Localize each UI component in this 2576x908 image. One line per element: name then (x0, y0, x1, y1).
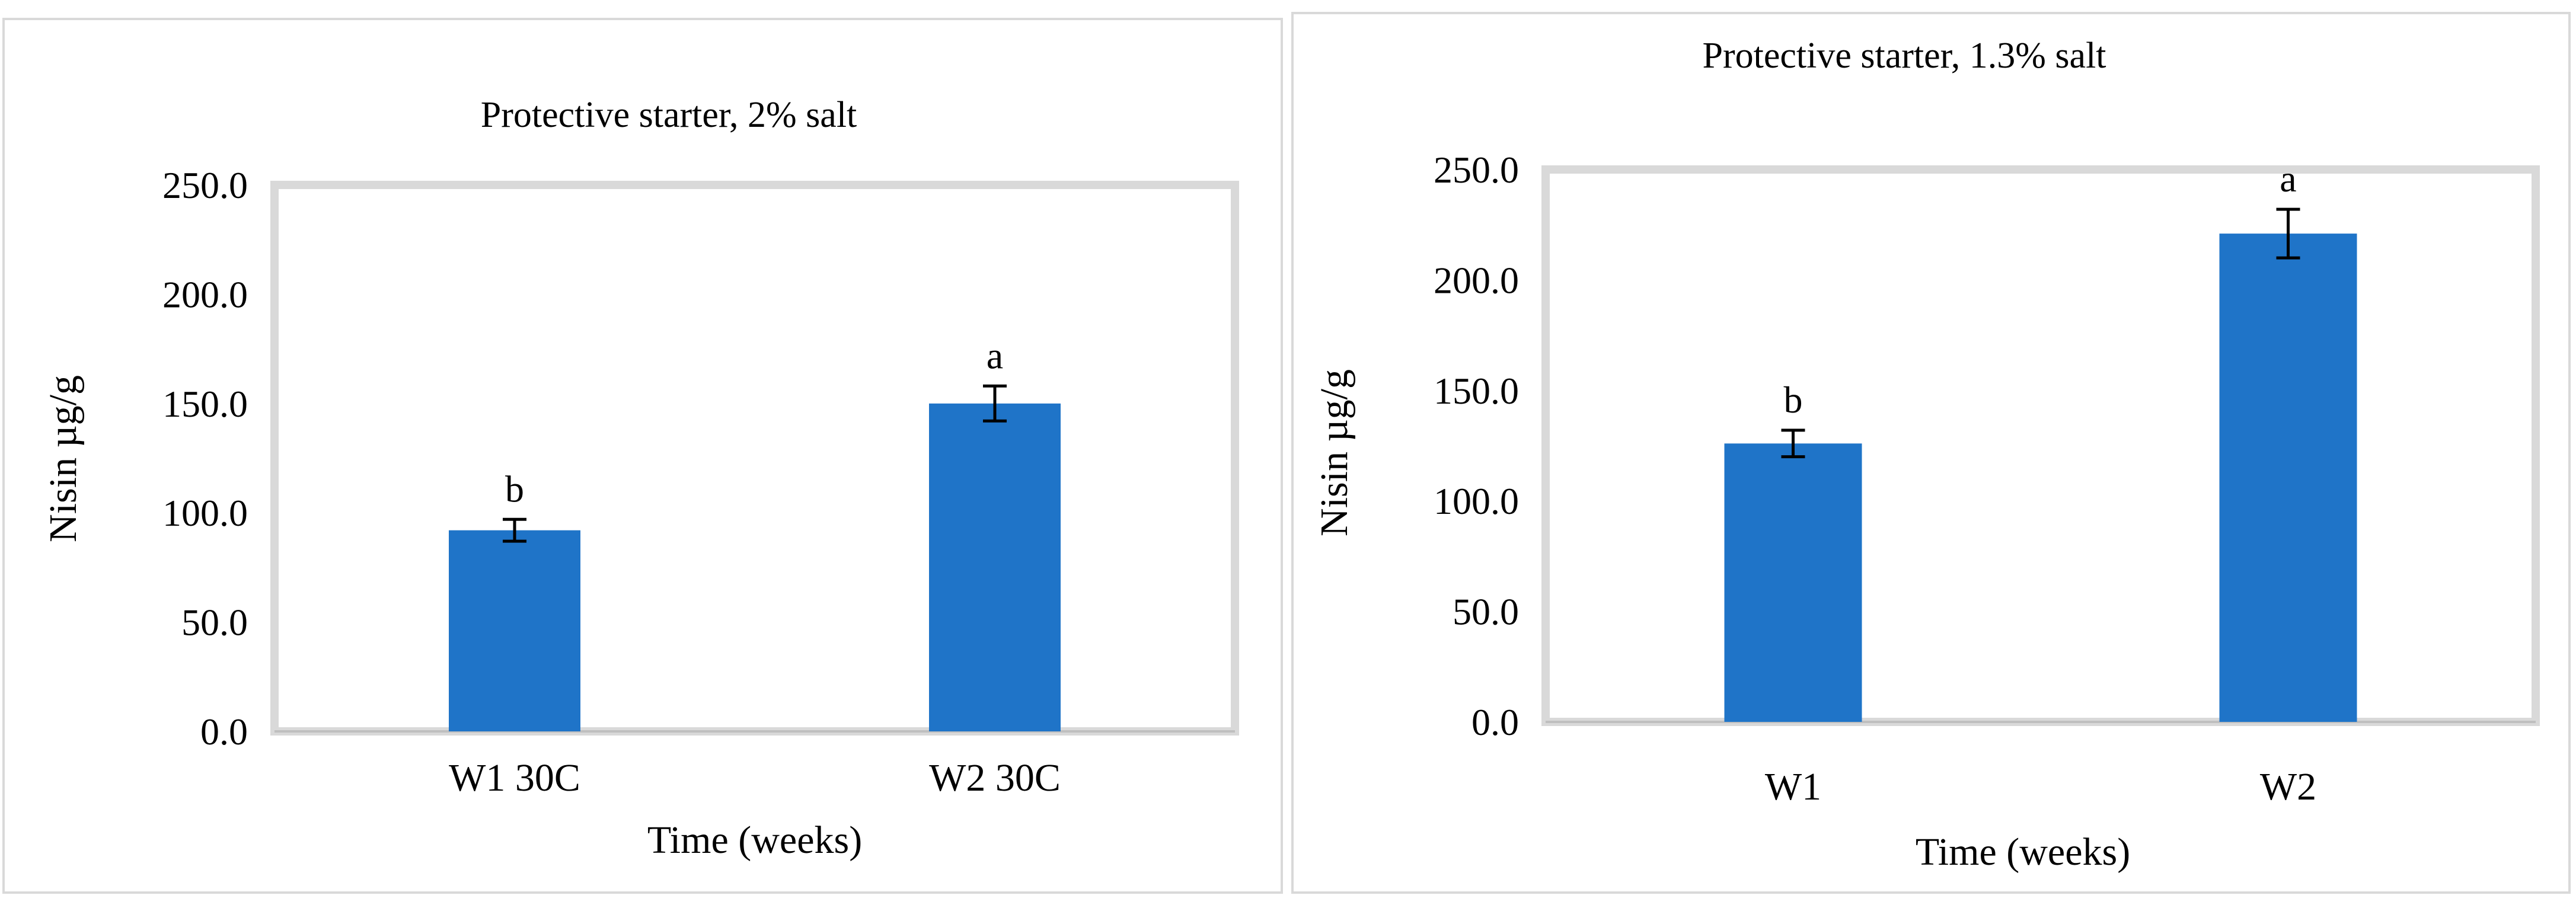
y-tick-label: 50.0 (181, 602, 248, 644)
y-tick-labels: 0.0 50.0 100.0 150.0 200.0 250.0 (162, 164, 248, 753)
bar (1724, 443, 1862, 722)
x-axis-label: Time (weeks) (1916, 830, 2130, 874)
significance-letter: a (987, 334, 1003, 376)
error-bar (1781, 429, 1805, 459)
chart-title: Protective starter, 1.3% salt (1702, 36, 2106, 76)
y-tick-label: 200.0 (162, 273, 248, 315)
chart-panel-right: Protective starter, 1.3% salt 0.0 50.0 100… (1291, 12, 2571, 894)
chart-svg-right: Protective starter, 1.3% salt 0.0 50.0 100… (1313, 36, 2540, 874)
bar (929, 403, 1061, 731)
y-tick-label: 0.0 (1471, 701, 1519, 743)
chart-title: Protective starter, 2% salt (481, 95, 857, 135)
y-tick-label: 0.0 (200, 711, 248, 753)
significance-letter: a (2280, 158, 2296, 200)
error-bar (503, 517, 526, 543)
y-axis-label: Nisin µg/g (42, 375, 85, 542)
x-axis-label: Time (weeks) (647, 819, 862, 862)
x-tick-label: W1 30C (449, 756, 580, 800)
y-axis-label: Nisin µg/g (1313, 369, 1356, 536)
error-bar (983, 384, 1007, 423)
plot-area-frame (1541, 165, 2540, 726)
bars: ba (1724, 158, 2357, 722)
x-tick-label: W2 (2260, 765, 2316, 808)
y-tick-label: 250.0 (162, 164, 248, 206)
chart-svg-left: Protective starter, 2% salt 0.0 50.0 100.0… (42, 95, 1239, 862)
x-tick-label: W2 30C (929, 756, 1061, 800)
x-tick-label: W1 (1765, 765, 1821, 808)
y-tick-labels: 0.0 50.0 100.0 150.0 200.0 250.0 (1434, 149, 1519, 743)
y-tick-label: 250.0 (1434, 149, 1519, 191)
error-bar (2276, 207, 2300, 260)
x-tick-labels: W1 W2 (1765, 765, 2316, 808)
bar (449, 530, 580, 731)
y-tick-label: 150.0 (1434, 370, 1519, 412)
significance-letter: b (1784, 379, 1803, 421)
y-tick-label: 100.0 (162, 492, 248, 534)
bar (2219, 234, 2357, 722)
chart-panel-left: Protective starter, 2% salt 0.0 50.0 100.0… (2, 18, 1283, 894)
plot-area-frame (270, 181, 1239, 736)
x-tick-labels: W1 30C W2 30C (449, 756, 1061, 800)
y-tick-label: 200.0 (1434, 259, 1519, 301)
y-tick-label: 100.0 (1434, 480, 1519, 522)
bars: ba (449, 334, 1061, 731)
significance-letter: b (505, 468, 524, 510)
y-tick-label: 150.0 (162, 383, 248, 425)
y-tick-label: 50.0 (1453, 591, 1519, 633)
